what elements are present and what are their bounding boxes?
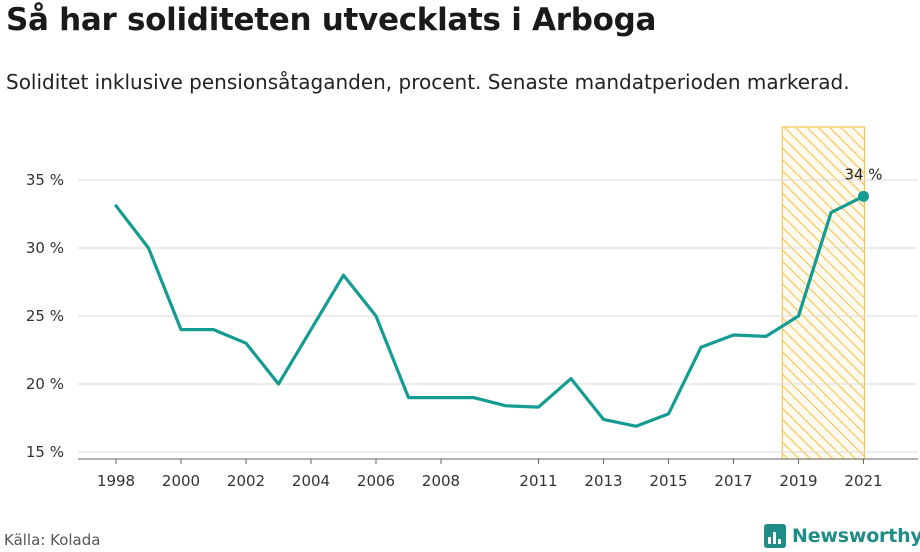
- x-tick-label: 2000: [162, 472, 200, 490]
- end-value-label: 34 %: [844, 165, 882, 183]
- y-tick-label: 35 %: [26, 171, 64, 189]
- x-tick-label: 2019: [779, 472, 817, 490]
- y-tick-label: 20 %: [26, 375, 64, 393]
- chart-subtitle: Soliditet inklusive pensionsåtaganden, p…: [6, 70, 850, 94]
- y-tick-label: 25 %: [26, 307, 64, 325]
- x-tick-label: 1998: [97, 472, 135, 490]
- newsworthy-logo: Newsworthy: [764, 520, 920, 552]
- x-tick-label: 2017: [714, 472, 752, 490]
- chart-title: Så har soliditeten utvecklats i Arboga: [6, 2, 657, 38]
- x-tick-label: 2004: [292, 472, 330, 490]
- x-tick-label: 2013: [584, 472, 622, 490]
- x-tick-label: 2006: [357, 472, 395, 490]
- x-tick-label: 2011: [519, 472, 557, 490]
- x-tick-label: 2021: [844, 472, 882, 490]
- end-point-marker: [858, 190, 869, 202]
- newsworthy-logo-icon: [764, 524, 786, 548]
- y-tick-label: 15 %: [26, 443, 64, 461]
- x-tick-label: 2015: [649, 472, 687, 490]
- x-tick-label: 2002: [227, 472, 265, 490]
- x-tick-label: 2008: [422, 472, 460, 490]
- source-note: Källa: Kolada: [4, 531, 101, 549]
- y-tick-label: 30 %: [26, 239, 64, 257]
- brand-name: Newsworthy: [792, 525, 920, 547]
- soliditet-line: [114, 194, 866, 428]
